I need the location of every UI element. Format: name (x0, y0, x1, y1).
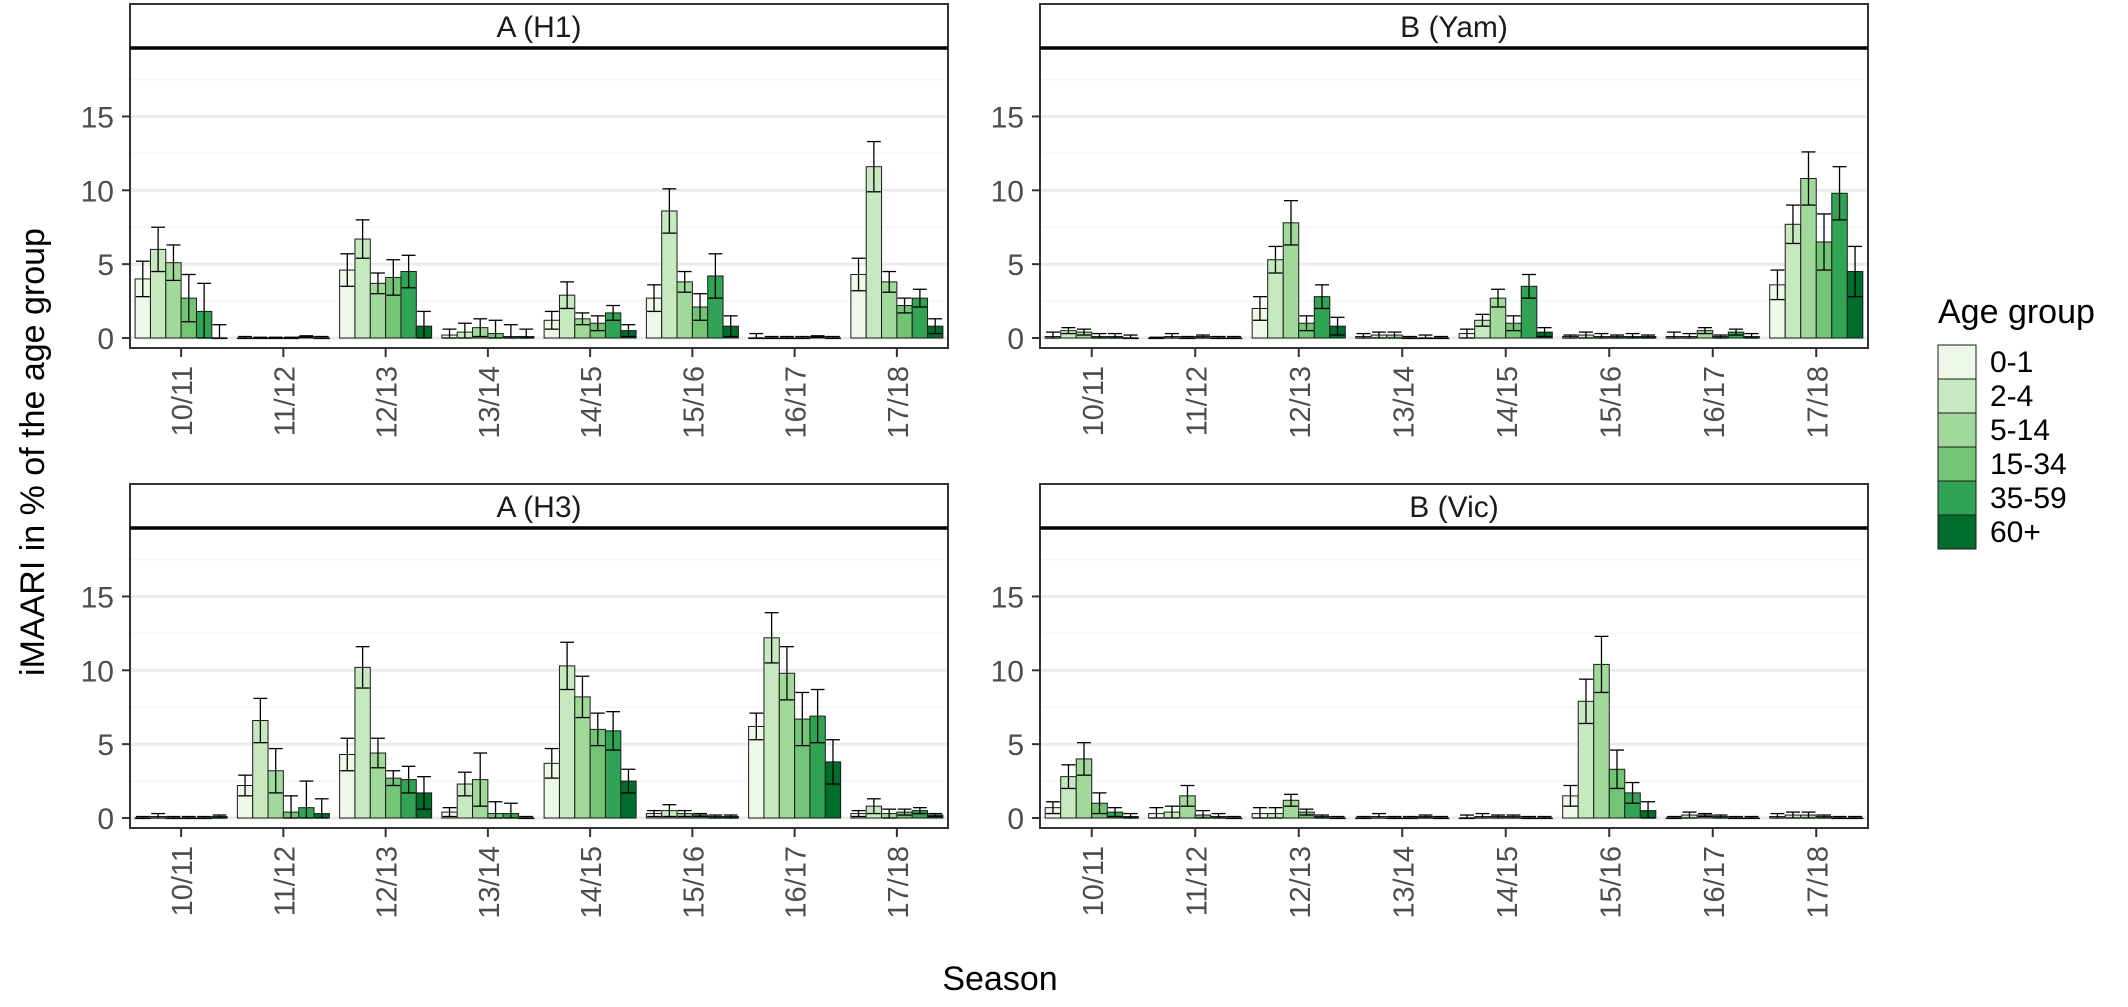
panel-title: B (Vic) (1409, 491, 1498, 524)
y-tick-label: 5 (1007, 249, 1024, 282)
x-tick-label: 16/17 (1699, 366, 1731, 439)
y-tick-label: 5 (97, 729, 114, 762)
x-tick-label: 15/16 (678, 366, 710, 439)
x-tick-label: 15/16 (1595, 366, 1627, 439)
x-tick-label: 14/15 (1492, 366, 1524, 439)
x-tick-label: 12/13 (1285, 366, 1317, 439)
x-tick-label: 13/14 (1388, 846, 1420, 919)
x-tick-label: 11/12 (269, 846, 301, 916)
y-tick-label: 5 (1007, 729, 1024, 762)
legend-swatch (1937, 480, 1977, 516)
y-tick-label: 5 (97, 249, 114, 282)
y-tick-label: 15 (991, 581, 1024, 614)
y-tick-label: 10 (991, 655, 1024, 688)
legend-label: 15-34 (1990, 448, 2067, 481)
x-tick-label: 14/15 (1492, 846, 1524, 919)
panel-background (1040, 4, 1868, 348)
x-tick-label: 16/17 (781, 366, 813, 439)
panel-title: A (H1) (496, 11, 581, 44)
panel-1: B (Yam) 0 5 10 15 10/11 11/12 12/13 13/14 14/15 15… (991, 3, 1869, 439)
y-tick-label: 10 (81, 655, 114, 688)
legend-swatch (1937, 378, 1977, 414)
x-tick-label: 13/14 (1388, 366, 1420, 439)
x-tick-label: 10/11 (1078, 366, 1110, 436)
legend-label: 5-14 (1990, 414, 2050, 447)
x-tick-label: 17/18 (883, 366, 915, 439)
panel-border (129, 483, 949, 829)
panel-0: A (H1) 0 5 10 15 10/11 11/12 12/13 13/14 14/15 15/… (81, 3, 949, 439)
x-tick-label: 10/11 (1078, 846, 1110, 916)
y-tick-label: 15 (81, 101, 114, 134)
panel-3: B (Vic) 0 5 10 15 10/11 11/12 12/13 13/14 14/15 15… (991, 483, 1869, 919)
x-tick-label: 16/17 (781, 846, 813, 919)
x-tick-label: 13/14 (474, 366, 506, 439)
x-tick-label: 11/12 (269, 366, 301, 436)
y-tick-label: 15 (81, 581, 114, 614)
panel-2: A (H3) 0 5 10 15 10/11 11/12 12/13 13/14 14/15 15/… (81, 483, 949, 919)
bar (354, 666, 371, 819)
x-tick-label: 11/12 (1181, 846, 1213, 916)
panel-background (130, 4, 948, 348)
x-tick-label: 14/15 (576, 846, 608, 919)
x-tick-label: 16/17 (1699, 846, 1731, 919)
panel-border (1039, 483, 1869, 829)
x-tick-label: 12/13 (372, 846, 404, 919)
legend-label: 0-1 (1990, 346, 2033, 379)
panel-border (1039, 3, 1869, 349)
panel-title: A (H3) (496, 491, 581, 524)
panel-border (129, 3, 949, 349)
y-tick-label: 15 (991, 101, 1024, 134)
x-tick-label: 12/13 (1285, 846, 1317, 919)
x-tick-label: 11/12 (1181, 366, 1213, 436)
x-tick-label: 17/18 (883, 846, 915, 919)
y-tick-label: 0 (97, 323, 114, 356)
legend-label: 60+ (1990, 516, 2041, 549)
legend-label: 35-59 (1990, 482, 2067, 515)
legend-swatch (1937, 412, 1977, 448)
x-tick-label: 15/16 (678, 846, 710, 919)
y-tick-label: 0 (97, 803, 114, 836)
legend-swatch (1937, 344, 1977, 380)
legend-title: Age group (1938, 293, 2095, 331)
x-tick-label: 13/14 (474, 846, 506, 919)
x-tick-label: 17/18 (1802, 846, 1834, 919)
x-axis-title: Season (942, 960, 1057, 998)
x-tick-label: 17/18 (1802, 366, 1834, 439)
bar (763, 637, 780, 819)
x-tick-label: 14/15 (576, 366, 608, 439)
panel-background (1040, 484, 1868, 828)
y-tick-label: 0 (1007, 803, 1024, 836)
y-tick-label: 0 (1007, 323, 1024, 356)
panel-title: B (Yam) (1400, 11, 1508, 44)
x-tick-label: 10/11 (167, 366, 199, 436)
y-tick-label: 10 (991, 175, 1024, 208)
x-tick-label: 15/16 (1595, 846, 1627, 919)
x-tick-label: 12/13 (372, 366, 404, 439)
y-axis-title: iMAARI in % of the age group (14, 228, 52, 676)
x-tick-label: 10/11 (167, 846, 199, 916)
legend-swatch (1937, 514, 1977, 550)
legend-label: 2-4 (1990, 380, 2033, 413)
legend-swatch (1937, 446, 1977, 482)
y-tick-label: 10 (81, 175, 114, 208)
